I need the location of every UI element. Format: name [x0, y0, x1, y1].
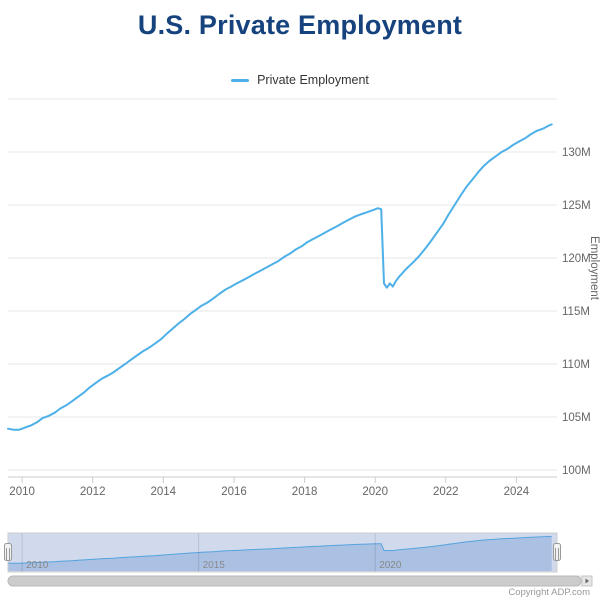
y-axis-label: 110M: [562, 359, 590, 371]
arrow-right-icon: [585, 578, 589, 584]
y-axis-title: Employment: [588, 236, 600, 301]
scrollbar-button-right[interactable]: [581, 575, 593, 587]
navigator-axis-label: 2020: [379, 560, 402, 571]
scrollbar-thumb[interactable]: [7, 575, 582, 587]
navigator[interactable]: 2010 2015 2020: [4, 532, 561, 573]
legend-line-marker-icon: [231, 78, 250, 82]
y-axis-label: 105M: [562, 412, 591, 424]
legend-item-private-employment[interactable]: Private Employment: [0, 73, 600, 87]
x-axis-label: 2020: [362, 486, 388, 498]
navigator-series-line: [7, 535, 552, 564]
x-axis-label: 2010: [9, 486, 35, 498]
y-axis-label: 115M: [562, 306, 590, 318]
legend-label: Private Employment: [257, 73, 369, 87]
navigator-handle-right[interactable]: [553, 543, 561, 561]
x-axis: 2010 2012 2014 2016 2018 2020 2022 2024: [8, 476, 557, 498]
credits-link[interactable]: Copyright ADP.com: [508, 587, 590, 598]
x-axis-label: 2018: [292, 486, 318, 498]
y-axis-label: 100M: [562, 465, 591, 477]
x-axis-label: 2012: [80, 486, 106, 498]
x-axis-label: 2022: [433, 486, 459, 498]
chart-title: U.S. Private Employment: [137, 10, 463, 40]
y-axis: 100M 105M 110M 115M 120M 125M 130M Employment: [562, 147, 600, 477]
navigator-series-area: [8, 536, 552, 571]
series-line-private-employment: [7, 123, 553, 431]
x-axis-label: 2016: [221, 486, 247, 498]
navigator-axis-label: 2010: [26, 560, 49, 571]
navigator-handle-left[interactable]: [4, 543, 12, 561]
scrollbar[interactable]: [7, 575, 593, 587]
x-axis-label: 2024: [504, 486, 530, 498]
y-gridlines: [8, 98, 557, 471]
y-axis-label: 130M: [562, 147, 591, 159]
navigator-axis-label: 2015: [203, 560, 226, 571]
x-axis-label: 2014: [151, 486, 177, 498]
navigator-mask[interactable]: [8, 533, 557, 572]
y-axis-label: 125M: [562, 200, 591, 212]
y-axis-label: 120M: [562, 253, 591, 265]
